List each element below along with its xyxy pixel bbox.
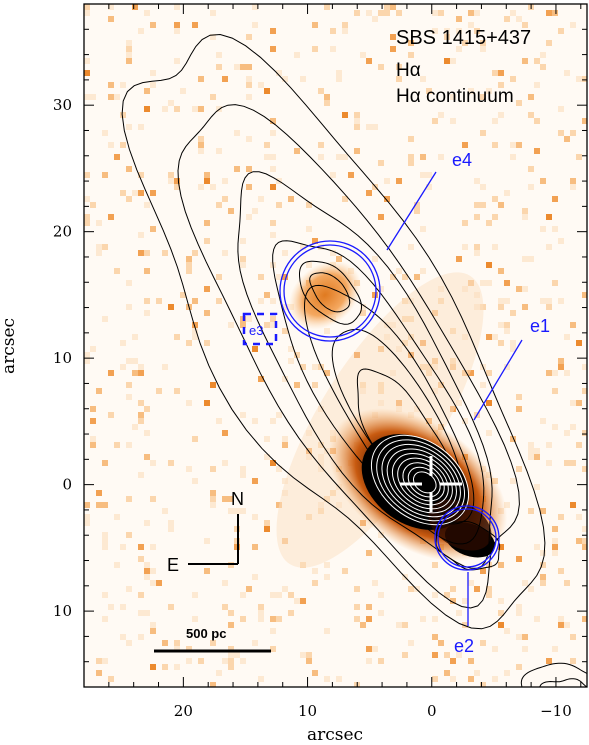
continuum-contours: [121, 33, 587, 687]
compass-east-label: E: [167, 555, 179, 575]
compass-north-label: N: [231, 489, 244, 509]
x-tick-label: 0: [427, 702, 437, 720]
axis-ticks: [83, 3, 587, 688]
y-tick-label: 20: [53, 223, 72, 241]
region-label-e2: e2: [454, 636, 474, 656]
x-tick-labels: 20 10 0 −10: [174, 702, 572, 720]
object-name: SBS 1415+437: [396, 27, 531, 49]
y-tick-label: 10: [53, 602, 72, 620]
y-axis-title: arcsec: [0, 318, 19, 374]
y-tick-labels: 30 20 10 0 10: [53, 96, 72, 620]
legend-halpha-continuum: Hα continuum: [396, 86, 514, 107]
compass: [188, 514, 239, 565]
e1-pointer: [473, 339, 523, 421]
region-e2-circle: [434, 505, 500, 571]
northern-knot: [288, 260, 362, 330]
plot-frame: [83, 3, 588, 688]
center-crosshair: [400, 456, 462, 512]
region-label-e4: e4: [452, 150, 472, 170]
x-tick-label: 20: [174, 702, 193, 720]
core-contours: [370, 434, 470, 526]
x-axis-title: arcsec: [307, 725, 363, 745]
region-e3-box: [242, 312, 278, 346]
region-e4-circle: [279, 240, 381, 342]
y-tick-label: 30: [53, 96, 72, 114]
region-label-e1: e1: [530, 316, 550, 336]
y-tick-label: 0: [62, 476, 72, 494]
y-tick-label: 10: [53, 349, 72, 367]
region-label-e3: e3: [249, 323, 263, 338]
x-tick-label: 10: [298, 702, 317, 720]
legend-halpha: Hα: [396, 60, 421, 81]
x-tick-label: −10: [540, 702, 572, 720]
scale-bar-label: 500 pc: [186, 626, 226, 641]
e4-pointer: [386, 171, 437, 251]
